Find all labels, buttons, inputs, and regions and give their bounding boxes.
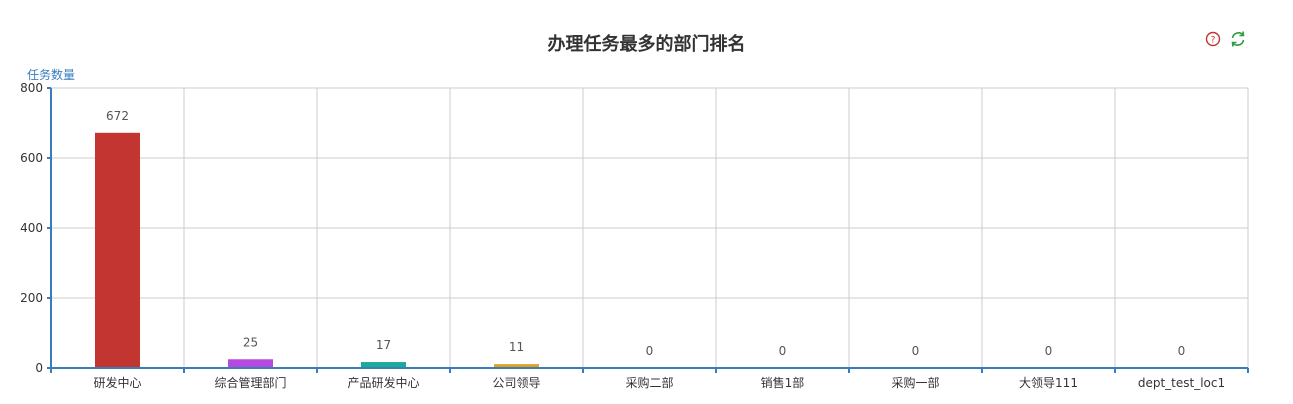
x-tick-label: 公司领导: [492, 376, 540, 390]
label-layer: 0 200 400 600 800 672 研发中心 25 综合管理部门 17 产品研发中心 11 公司…: [20, 67, 1225, 390]
data-label: 0: [779, 344, 787, 358]
data-label: 0: [1045, 344, 1053, 358]
y-axis-title: 任务数量: [27, 67, 75, 82]
chart-title: 办理任务最多的部门排名: [547, 34, 746, 55]
x-tick-label: 采购一部: [891, 375, 939, 390]
data-label: 0: [1178, 344, 1186, 358]
data-label: 0: [912, 344, 920, 358]
y-tick-label: 200: [20, 291, 43, 305]
bar-2[interactable]: [361, 362, 406, 368]
y-tick-label: 0: [35, 361, 43, 375]
x-tick-label: 研发中心: [93, 375, 141, 390]
y-tick-label: 400: [20, 221, 43, 235]
bar-0[interactable]: [95, 132, 140, 368]
x-tick-label: dept_test_loc1: [1138, 376, 1225, 390]
data-label: 672: [106, 109, 129, 123]
x-tick-label: 采购二部: [625, 375, 673, 390]
x-tick-label: 销售1部: [761, 375, 805, 390]
svg-text:?: ?: [1211, 36, 1216, 46]
data-label: 25: [243, 335, 258, 349]
x-tick-label: 大领导111: [1019, 376, 1078, 390]
grid-layer: [51, 87, 1249, 368]
data-label: 11: [509, 340, 524, 354]
x-tick-label: 综合管理部门: [214, 375, 286, 390]
y-tick-label: 800: [20, 81, 43, 95]
help-circle-icon[interactable]: ?: [1204, 30, 1222, 48]
bars-layer: [95, 132, 539, 368]
refresh-icon[interactable]: [1229, 30, 1247, 48]
bar-3[interactable]: [494, 364, 539, 368]
data-label: 0: [646, 344, 654, 358]
y-tick-label: 600: [20, 151, 43, 165]
data-label: 17: [376, 338, 391, 352]
bar-1[interactable]: [228, 359, 273, 368]
x-tick-label: 产品研发中心: [347, 375, 419, 390]
axis-layer: [47, 87, 1249, 373]
